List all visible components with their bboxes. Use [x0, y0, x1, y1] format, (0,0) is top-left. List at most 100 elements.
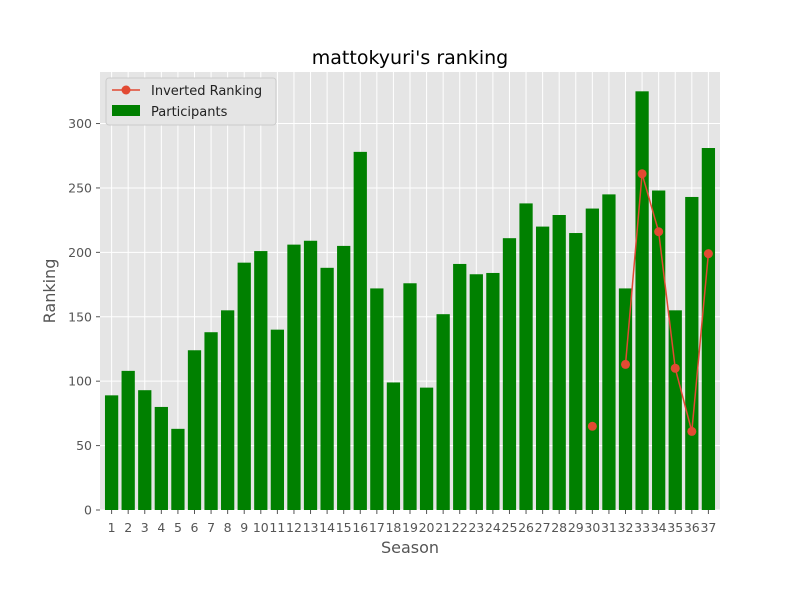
x-tick-label: 23: [468, 520, 484, 535]
x-tick-label: 34: [651, 520, 667, 535]
line-layer: [587, 169, 713, 436]
bar-season-4: [154, 406, 168, 510]
x-tick-label: 33: [634, 520, 650, 535]
ranking-point-season-36: [687, 426, 697, 436]
x-tick-label: 2: [124, 520, 132, 535]
legend-box: [105, 77, 277, 126]
ranking-point-season-34: [654, 227, 664, 237]
y-axis-label: Ranking: [40, 259, 59, 324]
x-ticks: 1 2 3 4 5 6 7 8 9 10 11 12 13 14 15 16 17 18 19 20 21 22 23 24 2…: [108, 510, 716, 535]
ranking-point-season-30: [587, 421, 597, 431]
legend-label-participants: Participants: [151, 105, 228, 120]
legend-marker-swatch: [121, 85, 131, 95]
ranking-point-season-35: [670, 363, 680, 373]
bar-season-34: [652, 190, 666, 511]
y-tick-label: 250: [68, 180, 92, 195]
bar-season-13: [303, 240, 318, 510]
bar-season-32: [618, 288, 633, 510]
x-tick-label: 28: [551, 520, 567, 535]
bar-season-12: [287, 244, 301, 510]
bar-season-1: [104, 395, 119, 510]
bar-season-25: [502, 238, 517, 510]
bar-season-11: [270, 329, 285, 510]
bar-season-36: [685, 196, 699, 511]
ranking-line-segment: [624, 173, 710, 432]
bar-season-7: [204, 332, 218, 510]
x-tick-label: 37: [700, 520, 716, 535]
x-tick-label: 31: [601, 520, 617, 535]
y-tick-label: 150: [68, 309, 92, 324]
x-tick-label: 13: [303, 520, 319, 535]
x-tick-label: 36: [684, 520, 700, 535]
x-tick-label: 12: [286, 520, 302, 535]
bar-season-27: [535, 226, 550, 510]
bar-season-5: [171, 428, 185, 510]
x-tick-label: 27: [535, 520, 551, 535]
x-tick-label: 29: [568, 520, 584, 535]
bar-season-10: [254, 251, 268, 511]
x-tick-label: 26: [518, 520, 534, 535]
x-tick-label: 6: [191, 520, 199, 535]
x-tick-label: 22: [452, 520, 468, 535]
x-tick-label: 1: [108, 520, 116, 535]
x-tick-label: 19: [402, 520, 418, 535]
bar-season-21: [436, 314, 450, 510]
x-tick-label: 20: [419, 520, 435, 535]
x-tick-label: 21: [435, 520, 451, 535]
x-tick-label: 30: [584, 520, 600, 535]
bar-season-33: [635, 91, 649, 510]
bar-season-24: [486, 272, 500, 510]
ranking-point-season-37: [703, 249, 713, 259]
legend: Inverted Ranking Participants: [105, 77, 277, 126]
bar-season-35: [668, 310, 682, 510]
x-tick-label: 10: [253, 520, 269, 535]
x-axis-label: Season: [381, 538, 439, 557]
bar-season-14: [320, 267, 334, 510]
x-tick-label: 16: [352, 520, 368, 535]
x-tick-label: 25: [502, 520, 518, 535]
bar-season-18: [386, 382, 401, 510]
x-tick-label: 3: [141, 520, 149, 535]
bar-season-22: [453, 263, 467, 510]
bar-season-2: [121, 370, 135, 510]
bar-season-16: [353, 151, 367, 510]
bar-season-9: [237, 262, 251, 510]
bar-season-28: [552, 214, 566, 510]
x-tick-label: 24: [485, 520, 501, 535]
x-tick-label: 17: [369, 520, 385, 535]
y-tick-label: 50: [76, 438, 92, 453]
y-ticks: 0 50 100 150 200 250 300: [68, 116, 100, 518]
x-tick-label: 8: [224, 520, 232, 535]
y-tick-label: 200: [68, 245, 92, 260]
bar-season-15: [337, 245, 351, 511]
x-tick-label: 5: [174, 520, 182, 535]
bar-season-17: [370, 288, 384, 510]
bars: [104, 91, 716, 511]
x-tick-label: 35: [667, 520, 683, 535]
x-tick-label: 18: [385, 520, 401, 535]
y-tick-label: 300: [68, 116, 92, 131]
bar-season-20: [419, 387, 434, 510]
y-tick-label: 100: [68, 374, 92, 389]
x-tick-label: 14: [319, 520, 335, 535]
x-tick-label: 15: [336, 520, 352, 535]
bar-season-23: [469, 274, 483, 510]
bar-season-31: [602, 194, 616, 510]
x-tick-label: 11: [269, 520, 285, 535]
bar-season-19: [403, 283, 417, 510]
x-tick-label: 9: [240, 520, 248, 535]
x-tick-label: 7: [207, 520, 215, 535]
bar-season-3: [138, 390, 152, 510]
legend-label-inverted-ranking: Inverted Ranking: [151, 84, 262, 99]
ranking-point-season-32: [621, 359, 631, 369]
ranking-point-season-33: [637, 169, 647, 179]
y-tick-label: 0: [84, 503, 92, 518]
bar-season-30: [585, 208, 599, 510]
x-tick-label: 4: [157, 520, 165, 535]
bar-season-37: [701, 148, 716, 510]
x-tick-label: 32: [618, 520, 634, 535]
bar-season-8: [221, 310, 235, 510]
chart-title: mattokyuri's ranking: [312, 47, 508, 69]
bar-season-6: [187, 350, 202, 510]
